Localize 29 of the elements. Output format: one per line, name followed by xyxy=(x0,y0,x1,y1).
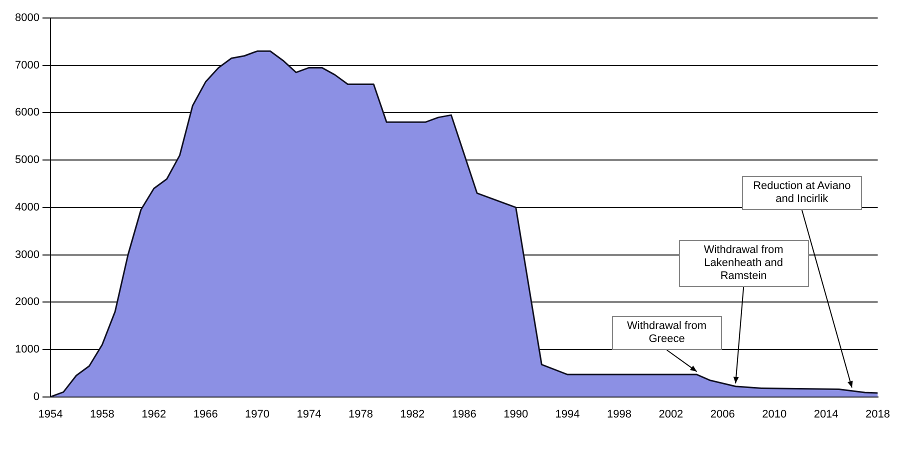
y-tick-label: 1000 xyxy=(14,343,40,356)
x-tick-label: 1998 xyxy=(606,408,632,420)
y-tick-label: 2000 xyxy=(14,296,40,308)
x-tick-label: 2002 xyxy=(658,408,684,420)
callout-box: Withdrawal from Greece xyxy=(612,316,722,350)
x-tick-label: 1986 xyxy=(452,408,476,420)
x-tick-label: 1990 xyxy=(504,408,528,420)
x-tick-label: 1982 xyxy=(400,408,425,420)
x-tick-label: 1974 xyxy=(296,408,322,420)
x-tick-label: 1966 xyxy=(193,408,218,420)
y-tick-label: 3000 xyxy=(14,248,40,261)
x-tick-label: 1994 xyxy=(555,408,580,420)
y-tick-label: 8000 xyxy=(14,12,40,24)
y-tick-label: 0 xyxy=(33,390,40,403)
callout-box: Reduction at Aviano and Incirlik xyxy=(742,176,862,210)
x-tick-label: 1970 xyxy=(245,408,270,420)
x-tick-label: 1978 xyxy=(348,408,373,420)
x-tick-label: 1962 xyxy=(142,408,166,420)
x-tick-label: 1958 xyxy=(90,408,114,420)
x-tick-label: 2014 xyxy=(814,408,838,420)
callout-box: Withdrawal from Lakenheath and Ramstein xyxy=(678,240,809,287)
x-tick-label: 1954 xyxy=(38,408,63,420)
x-tick-label: 2018 xyxy=(866,408,890,420)
y-tick-label: 5000 xyxy=(14,154,40,166)
x-tick-label: 2010 xyxy=(762,408,787,420)
y-tick-label: 4000 xyxy=(14,201,40,214)
y-tick-label: 6000 xyxy=(14,106,40,119)
y-tick-label: 7000 xyxy=(14,59,40,72)
x-tick-label: 2006 xyxy=(710,408,735,420)
